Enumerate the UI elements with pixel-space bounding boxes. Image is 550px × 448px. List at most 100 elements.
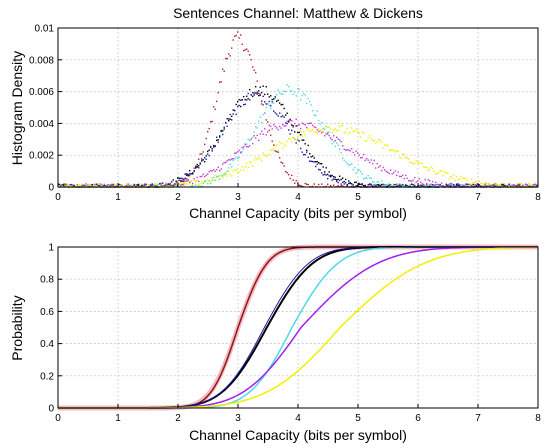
density-point	[130, 184, 132, 187]
density-point	[135, 185, 137, 188]
density-point	[268, 100, 270, 103]
density-point	[231, 47, 233, 49]
density-point	[214, 170, 216, 172]
density-point	[69, 184, 71, 186]
density-point	[267, 155, 269, 158]
density-point	[505, 185, 507, 187]
density-point	[321, 121, 323, 124]
density-point	[196, 166, 198, 168]
density-point	[279, 141, 281, 143]
density-point	[298, 184, 300, 187]
density-point	[301, 135, 303, 137]
density-point	[412, 179, 414, 181]
density-point	[292, 93, 294, 96]
density-point	[393, 149, 395, 152]
density-point	[280, 93, 282, 95]
density-point	[412, 163, 414, 165]
top-x-tick-label: 4	[295, 192, 301, 203]
density-point	[333, 129, 335, 131]
density-point	[145, 183, 147, 186]
density-point	[303, 123, 305, 125]
density-point	[186, 174, 188, 177]
density-point	[286, 120, 288, 123]
density-point	[520, 182, 522, 185]
density-point	[475, 183, 477, 186]
density-point	[295, 118, 297, 121]
density-point	[360, 136, 362, 138]
density-point	[241, 43, 243, 46]
top-plot: 0 1 2 3 4 5 6 7 8 0 0.002 0.004 0.006 0.008 0.01 Chann…	[9, 24, 541, 222]
density-point	[402, 174, 404, 177]
density-point	[270, 149, 272, 151]
density-point	[247, 92, 249, 95]
density-point	[387, 185, 389, 187]
density-point	[246, 145, 248, 148]
density-point	[406, 177, 408, 179]
density-point	[337, 178, 339, 181]
density-point	[163, 183, 165, 186]
density-point	[372, 139, 374, 142]
density-point	[240, 105, 242, 108]
density-point	[304, 143, 306, 145]
density-point	[478, 184, 480, 186]
density-point	[205, 174, 207, 177]
density-point	[160, 184, 162, 186]
density-point	[156, 184, 158, 186]
density-point	[252, 66, 254, 68]
density-point	[225, 161, 227, 164]
density-point	[63, 184, 65, 186]
density-point	[325, 131, 327, 134]
density-point	[181, 183, 183, 186]
density-point	[142, 184, 144, 186]
bottom-plot: 0 1 2 3 4 5 6 7 8 0 0.2 0.4 0.6 0.8 1 Channel Capacity…	[9, 243, 541, 444]
density-point	[273, 110, 275, 112]
density-point	[517, 185, 519, 187]
density-point	[186, 183, 188, 185]
density-point	[291, 141, 293, 143]
density-point	[184, 180, 186, 182]
density-point	[283, 90, 285, 92]
density-point	[334, 128, 336, 130]
density-point	[286, 84, 288, 86]
density-point	[532, 184, 534, 186]
density-point	[355, 172, 357, 174]
density-point	[466, 183, 468, 185]
density-point	[318, 128, 320, 130]
density-point	[237, 171, 239, 174]
density-point	[223, 173, 225, 176]
density-point	[253, 92, 255, 94]
density-point	[330, 128, 332, 130]
density-point	[517, 182, 519, 185]
density-point	[493, 182, 495, 184]
density-series-3	[58, 84, 539, 188]
density-series-2	[58, 90, 539, 188]
density-point	[196, 179, 198, 181]
density-point	[219, 170, 221, 172]
top-y-axis-label: Histogram Density	[9, 51, 25, 165]
density-point	[342, 185, 344, 187]
density-point	[268, 124, 270, 126]
density-point	[324, 128, 326, 131]
density-point	[396, 184, 398, 186]
density-point	[345, 182, 347, 184]
density-point	[273, 102, 275, 104]
density-point	[423, 184, 425, 186]
density-point	[411, 180, 413, 183]
density-point	[370, 138, 372, 140]
density-point	[280, 127, 282, 129]
density-point	[256, 127, 258, 129]
density-point	[315, 126, 317, 129]
density-point	[267, 103, 269, 106]
density-point	[346, 163, 348, 165]
density-point	[502, 182, 504, 185]
density-point	[409, 180, 411, 182]
density-point	[237, 101, 239, 103]
density-point	[285, 122, 287, 124]
density-point	[259, 94, 261, 96]
density-point	[219, 178, 221, 180]
density-point	[126, 183, 128, 185]
density-point	[103, 183, 105, 186]
density-point	[370, 159, 372, 161]
density-point	[264, 112, 266, 115]
density-point	[339, 175, 341, 177]
